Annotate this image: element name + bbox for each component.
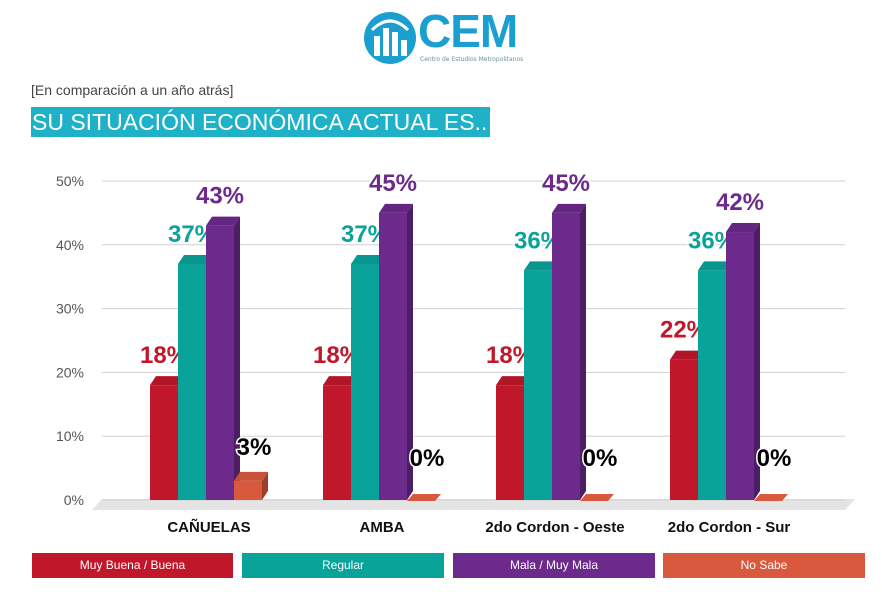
- bar-top: [150, 376, 184, 386]
- bar-flat: [407, 494, 441, 501]
- bar-top: [323, 376, 357, 386]
- data-label: 45%: [542, 170, 590, 197]
- bar-side: [580, 203, 586, 500]
- data-label: 0%: [583, 445, 618, 472]
- cem-logo: CEM Centro de Estudios Metropolitanos: [362, 5, 532, 68]
- y-tick-label: 0%: [64, 492, 84, 508]
- bar: [726, 232, 754, 500]
- bar-flat: [580, 494, 614, 501]
- page-title: SU SITUACIÓN ECONÓMICA ACTUAL ES..: [31, 107, 491, 137]
- bar-flat: [754, 494, 788, 501]
- bar-top: [496, 376, 530, 386]
- bar-top: [206, 216, 240, 226]
- data-label: 0%: [757, 445, 792, 472]
- bar-top: [379, 203, 413, 213]
- bar: [698, 270, 726, 500]
- data-label: 45%: [369, 170, 417, 197]
- bar: [323, 385, 351, 500]
- bar-chart: 0%10%20%30%40%50%18%37%43%3%CAÑUELAS18%3…: [56, 168, 855, 536]
- bar-side: [754, 223, 760, 500]
- bar: [524, 270, 552, 500]
- bar: [379, 212, 407, 500]
- legend-item-mala: Mala / Muy Mala: [453, 553, 655, 578]
- y-tick-label: 10%: [56, 428, 84, 444]
- bar: [552, 212, 580, 500]
- y-tick-label: 40%: [56, 237, 84, 253]
- category-label: 2do Cordon - Sur: [668, 519, 791, 536]
- data-label: 0%: [410, 445, 445, 472]
- bar-top: [698, 261, 732, 271]
- bar: [351, 263, 379, 500]
- data-label: 43%: [196, 183, 244, 210]
- chart-floor: [92, 499, 855, 510]
- y-tick-label: 30%: [56, 301, 84, 317]
- bar: [150, 385, 178, 500]
- bar: [206, 225, 234, 500]
- cem-logo-icon: [364, 12, 416, 64]
- bar-top: [726, 223, 760, 233]
- legend-item-muy-buena: Muy Buena / Buena: [32, 553, 233, 578]
- bar-top: [351, 254, 385, 264]
- data-label: 42%: [716, 189, 764, 216]
- bar: [178, 263, 206, 500]
- legend-item-no-sabe: No Sabe: [663, 553, 865, 578]
- y-tick-label: 50%: [56, 173, 84, 189]
- logo-subtitle: Centro de Estudios Metropolitanos: [420, 56, 524, 63]
- logo-text: CEM: [418, 5, 518, 57]
- category-label: CAÑUELAS: [167, 518, 250, 536]
- bar-top: [524, 261, 558, 271]
- data-label: 3%: [237, 434, 272, 461]
- bar-top: [670, 350, 704, 360]
- bar-top: [178, 254, 212, 264]
- bar: [670, 359, 698, 500]
- category-label: 2do Cordon - Oeste: [485, 519, 624, 536]
- bar: [496, 385, 524, 500]
- bar-side: [234, 216, 240, 500]
- legend-item-regular: Regular: [242, 553, 444, 578]
- bar-top: [552, 203, 586, 213]
- y-tick-label: 20%: [56, 364, 84, 380]
- category-label: AMBA: [360, 519, 405, 536]
- bar-side: [262, 471, 268, 500]
- bar-top: [234, 471, 268, 481]
- page-subtitle: [En comparación a un año atrás]: [31, 82, 234, 98]
- bar-side: [407, 203, 413, 500]
- bar: [234, 480, 262, 500]
